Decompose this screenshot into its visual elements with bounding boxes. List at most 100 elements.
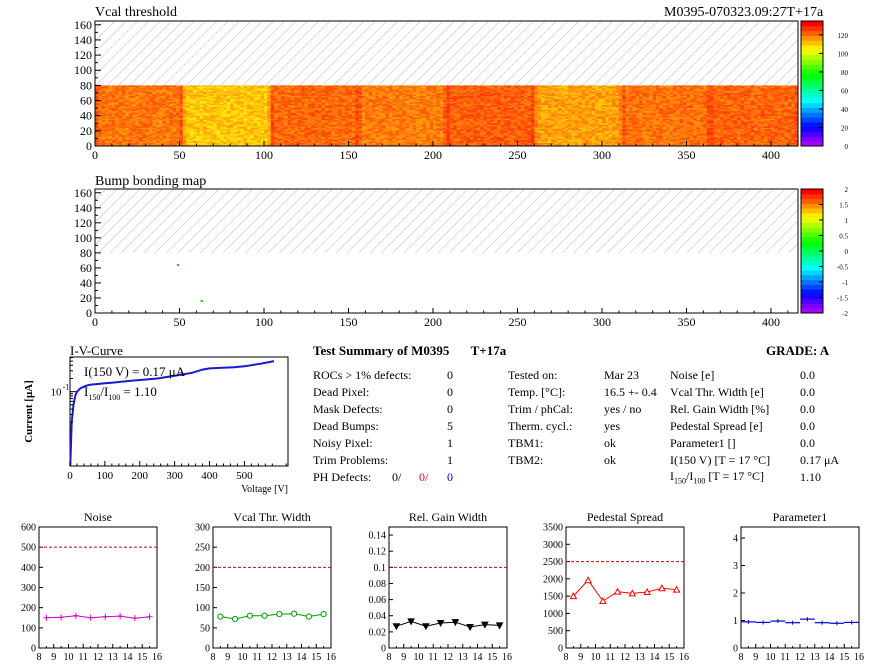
- map-cell: [436, 100, 441, 103]
- map-cell: [216, 97, 221, 100]
- map-cell: [209, 99, 214, 101]
- map-cell: [318, 105, 322, 108]
- map-cell: [206, 120, 211, 123]
- map-cell: [334, 105, 339, 108]
- map-cell: [389, 97, 393, 100]
- map-cell: [497, 88, 501, 91]
- map-cell: [476, 86, 481, 89]
- map-cell: [138, 109, 143, 112]
- map-cell: [108, 86, 113, 89]
- map-cell: [132, 105, 136, 108]
- map-cell: [416, 96, 420, 98]
- map-cell: [503, 92, 508, 95]
- map-cell: [223, 117, 228, 120]
- map-cell: [355, 120, 360, 123]
- map-cell: [196, 121, 201, 124]
- map-cell: [338, 133, 343, 136]
- map-cell: [409, 102, 414, 104]
- map-cell: [321, 133, 326, 136]
- map-cell: [182, 133, 187, 136]
- map-cell: [338, 91, 343, 94]
- map-cell: [470, 115, 474, 118]
- map-cell: [500, 99, 505, 101]
- map-cell: [186, 115, 191, 118]
- map-cell: [230, 127, 234, 130]
- map-cell: [125, 100, 130, 103]
- map-cell: [220, 120, 224, 123]
- map-cell: [213, 129, 218, 132]
- map-cell: [138, 88, 143, 91]
- map-cell: [328, 91, 332, 94]
- map-cell: [358, 102, 363, 104]
- map-cell: [220, 105, 224, 108]
- map-cell: [165, 97, 170, 100]
- map-cell: [375, 124, 380, 127]
- map-cell: [277, 97, 282, 100]
- map-cell: [263, 89, 268, 92]
- map-cell: [372, 126, 376, 129]
- map-cell: [351, 142, 356, 145]
- map-cell: [416, 114, 420, 117]
- map-cell: [142, 114, 147, 117]
- map-cell: [111, 126, 116, 129]
- map-cell: [162, 91, 167, 94]
- map-cell: [345, 111, 349, 114]
- map-cell: [510, 129, 515, 132]
- map-cell: [375, 141, 380, 144]
- map-cell: [267, 100, 272, 103]
- map-cell: [152, 121, 157, 124]
- map-cell: [233, 103, 238, 106]
- map-cell: [476, 136, 481, 139]
- map-cell: [287, 141, 292, 144]
- map-cell: [497, 97, 501, 100]
- map-cell: [463, 91, 468, 94]
- map-cell: [432, 120, 437, 123]
- map-cell: [375, 105, 380, 108]
- map-cell: [142, 117, 147, 120]
- map-cell: [260, 133, 265, 136]
- map-cell: [321, 96, 326, 98]
- map-cell: [135, 142, 140, 145]
- map-cell: [304, 132, 309, 135]
- map-cell: [260, 118, 265, 121]
- map-cell: [493, 96, 498, 98]
- map-cell: [466, 100, 471, 103]
- map-cell: [135, 132, 140, 135]
- map-cell: [125, 115, 130, 118]
- map-cell: [497, 96, 501, 98]
- map-cell: [341, 92, 346, 95]
- map-cell: [223, 135, 228, 138]
- map-cell: [412, 86, 417, 89]
- map-cell: [399, 144, 403, 147]
- map-cell: [304, 142, 309, 145]
- map-cell: [314, 91, 319, 94]
- map-cell: [405, 117, 410, 120]
- map-cell: [503, 99, 508, 101]
- map-cell: [514, 114, 518, 117]
- map-cell: [318, 135, 322, 138]
- map-cell: [446, 129, 451, 132]
- map-cell: [216, 86, 221, 89]
- map-cell: [419, 130, 424, 133]
- map-cell: [297, 142, 302, 145]
- map-cell: [304, 126, 309, 129]
- vcal-map-title: Vcal threshold: [95, 5, 178, 20]
- map-cell: [213, 94, 218, 97]
- map-cell: [443, 135, 447, 138]
- map-cell: [483, 121, 488, 124]
- map-cell: [260, 123, 265, 126]
- map-cell: [101, 144, 106, 147]
- map-cell: [115, 135, 120, 138]
- map-cell: [365, 105, 370, 108]
- map-cell: [419, 102, 424, 104]
- map-cell: [307, 144, 312, 147]
- map-cell: [138, 130, 143, 133]
- map-cell: [149, 120, 153, 123]
- map-cell: [402, 112, 407, 115]
- map-cell: [372, 117, 376, 120]
- map-cell: [399, 103, 403, 106]
- map-cell: [422, 112, 427, 115]
- map-cell: [159, 124, 163, 127]
- map-cell: [189, 111, 194, 114]
- map-cell: [490, 126, 495, 129]
